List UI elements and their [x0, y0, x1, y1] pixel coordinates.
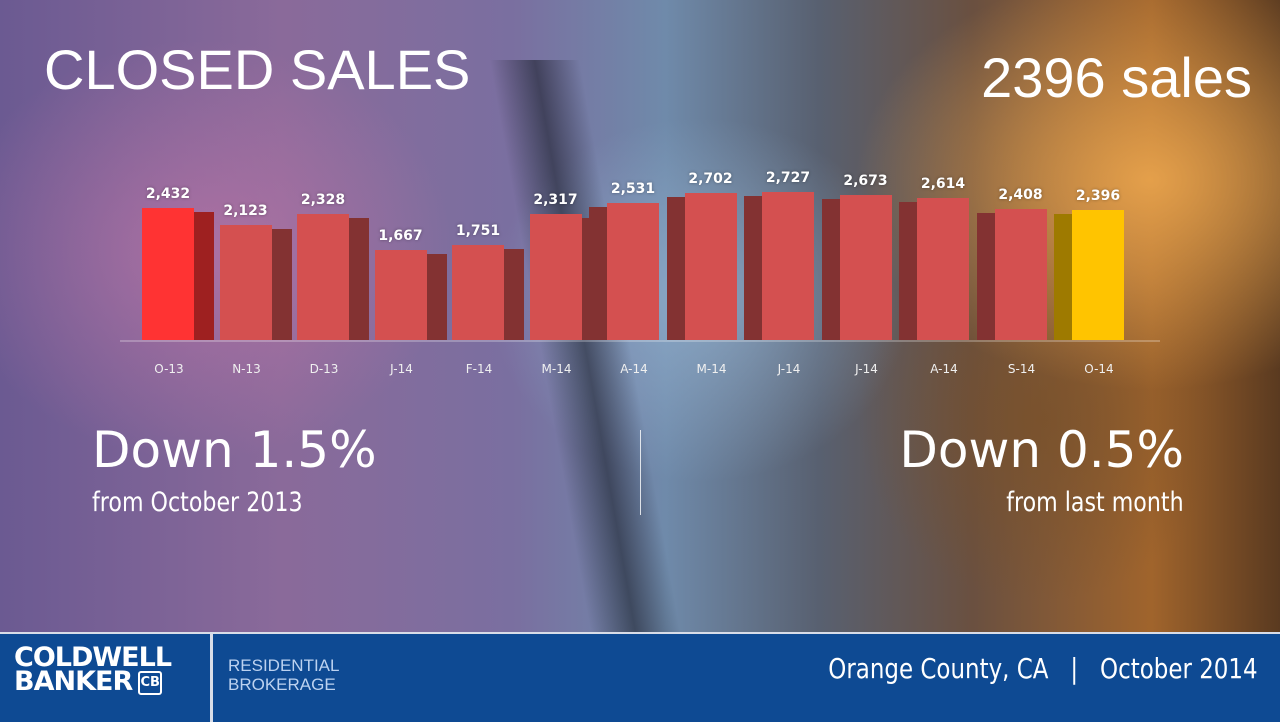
bar-value-label: 2,673 [843, 173, 888, 189]
chart-bar [297, 214, 369, 340]
division-line-1: RESIDENTIAL [228, 656, 340, 675]
bar-face [452, 245, 504, 340]
x-axis-tick-label: M-14 [696, 362, 727, 376]
logo-line-1: COLDWELL [14, 642, 172, 673]
x-axis-tick-label: O-14 [1084, 362, 1114, 376]
location-date: Orange County, CA | October 2014 [828, 652, 1258, 685]
bar-value-label: 1,667 [378, 228, 423, 244]
bar-value-label: 2,432 [145, 186, 191, 202]
closed-sales-bar-chart: 2,432 O-13 2,123 N-13 2,328 D-13 1,667 J-14 1,75… [120, 150, 1160, 390]
bar-side [589, 207, 611, 340]
bar-side [744, 196, 766, 340]
x-axis-tick-label: F-14 [465, 362, 493, 376]
x-axis-tick-label: N-13 [232, 362, 261, 376]
bar-face [1072, 210, 1124, 340]
x-axis-tick-label: J-14 [777, 362, 801, 376]
bar-side [899, 202, 921, 340]
chart-bar [219, 225, 292, 340]
stats-divider [640, 430, 641, 515]
bar-face [839, 195, 892, 340]
bar-value-label: 1,751 [455, 223, 501, 239]
bar-side [666, 197, 689, 340]
bar-value-label: 2,123 [223, 203, 268, 219]
x-axis-tick-label: M-14 [541, 362, 572, 376]
chart-bar [589, 203, 663, 340]
cb-mark-icon: CB [138, 670, 163, 695]
bar-side [347, 218, 369, 340]
chart-bar [1054, 210, 1128, 340]
division-line-2: BROKERAGE [228, 675, 336, 694]
chart-bar [821, 195, 896, 340]
chart-bar [976, 209, 1051, 340]
bar-side [269, 229, 292, 340]
x-axis-tick-label: D-13 [309, 362, 339, 376]
x-axis-tick-label: A-14 [930, 362, 958, 376]
chart-bar [142, 208, 214, 340]
footer-separator [210, 634, 213, 722]
chart-bar [452, 245, 524, 340]
bar-value-label: 2,396 [1075, 188, 1121, 204]
bar-value-label: 2,531 [610, 181, 656, 197]
bar-side [821, 199, 844, 340]
bar-value-label: 2,614 [920, 176, 966, 192]
stat-mom-headline: Down 0.5% [899, 421, 1184, 479]
bar-side [1054, 214, 1076, 340]
bar-face [917, 198, 969, 340]
bar-value-label: 2,702 [688, 171, 733, 187]
bar-side [502, 249, 524, 340]
stat-month-over-month: Down 0.5% from last month [899, 425, 1184, 516]
bar-face [529, 214, 582, 340]
bar-face [607, 203, 659, 340]
chart-bar [529, 214, 602, 340]
stat-yoy-caption: from October 2013 [92, 487, 303, 518]
chart-bar [666, 193, 741, 340]
bar-face [297, 214, 349, 340]
x-axis-tick-label: A-14 [620, 362, 648, 376]
bar-face [762, 192, 814, 340]
bar-side [424, 254, 447, 340]
coldwell-banker-logo: COLDWELL BANKER CB [14, 642, 172, 697]
bar-face [684, 193, 737, 340]
bar-face [142, 208, 194, 340]
x-axis-tick-label: S-14 [1007, 362, 1036, 376]
stat-mom-caption: from last month [1006, 487, 1184, 518]
x-axis-tick-label: J-14 [390, 362, 413, 376]
page-title: CLOSED SALES [44, 38, 471, 101]
division-name: RESIDENTIAL BROKERAGE [228, 656, 339, 694]
bar-side [192, 212, 214, 340]
bar-side [976, 213, 999, 340]
bar-face [994, 209, 1047, 340]
logo-line-2: BANKER [14, 666, 133, 697]
chart-floor [120, 340, 1160, 342]
bar-value-label: 2,317 [533, 192, 578, 208]
bar-face [219, 225, 272, 340]
x-axis-tick-label: J-14 [855, 362, 878, 376]
bar-value-label: 2,408 [998, 187, 1043, 203]
chart-bar [899, 198, 973, 340]
headline-sales-count: 2396 sales [981, 46, 1252, 109]
x-axis-tick-label: O-13 [154, 362, 184, 376]
stat-yoy-headline: Down 1.5% [92, 421, 377, 479]
bar-value-label: 2,328 [300, 192, 346, 208]
chart-bar [374, 250, 447, 340]
chart-bar [744, 192, 818, 340]
footer-bar: COLDWELL BANKER CB RESIDENTIAL BROKERAGE … [0, 632, 1280, 722]
stat-year-over-year: Down 1.5% from October 2013 [92, 425, 377, 516]
bar-face [374, 250, 427, 340]
bar-value-label: 2,727 [765, 170, 811, 186]
